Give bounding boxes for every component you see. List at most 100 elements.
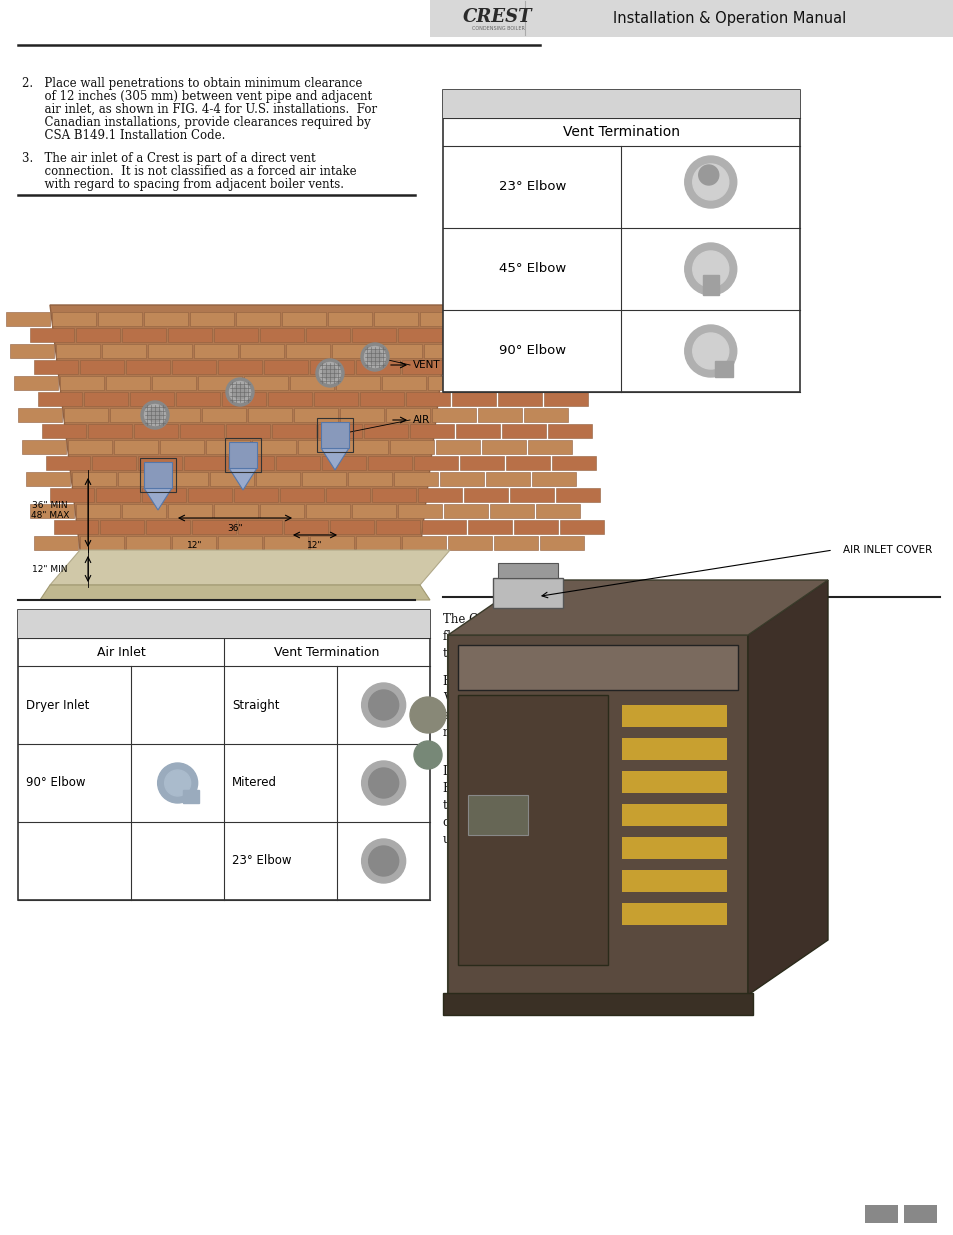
Bar	[621, 869, 726, 892]
Bar	[126, 536, 170, 550]
Bar	[56, 345, 100, 358]
Bar	[218, 536, 262, 550]
Bar	[621, 903, 726, 925]
Bar	[401, 536, 446, 550]
Bar	[494, 359, 537, 374]
Text: Vent Termination: Vent Termination	[562, 125, 679, 140]
Bar	[306, 329, 350, 342]
Bar	[621, 804, 726, 826]
Bar	[390, 440, 434, 454]
Bar	[22, 440, 66, 454]
Bar	[468, 795, 527, 835]
Bar	[556, 488, 599, 501]
Bar	[18, 408, 62, 422]
Bar	[235, 312, 280, 326]
Circle shape	[692, 333, 728, 369]
Bar	[152, 375, 195, 390]
Text: Dryer Inlet: Dryer Inlet	[26, 699, 90, 711]
Bar	[98, 312, 142, 326]
Bar	[91, 456, 136, 471]
Bar	[272, 424, 315, 438]
Bar	[457, 695, 607, 965]
Bar	[230, 456, 274, 471]
Bar	[286, 345, 330, 358]
Text: air inlet, as shown in FIG. 4-4 for U.S. installations.  For: air inlet, as shown in FIG. 4-4 for U.S.…	[22, 103, 376, 116]
Bar	[80, 359, 124, 374]
Bar	[352, 329, 395, 342]
Text: of 12 inches (305 mm) between vent pipe and adjacent: of 12 inches (305 mm) between vent pipe …	[22, 90, 372, 103]
Polygon shape	[50, 550, 450, 585]
Bar	[198, 375, 242, 390]
Bar	[702, 275, 718, 295]
Bar	[172, 359, 215, 374]
Bar	[30, 504, 74, 517]
Bar	[182, 790, 198, 803]
Polygon shape	[229, 468, 256, 490]
Bar	[160, 440, 204, 454]
Bar	[714, 361, 732, 377]
Bar	[225, 438, 261, 472]
Text: AIR: AIR	[413, 415, 430, 425]
Circle shape	[698, 165, 718, 185]
Bar	[355, 536, 399, 550]
Text: with regard to spacing from adjacent boiler vents.: with regard to spacing from adjacent boi…	[22, 178, 344, 191]
Bar	[260, 329, 304, 342]
Circle shape	[692, 164, 728, 200]
Bar	[436, 440, 479, 454]
Bar	[18, 610, 430, 638]
Circle shape	[684, 156, 736, 207]
Bar	[401, 359, 446, 374]
Bar	[268, 391, 312, 406]
Bar	[302, 472, 346, 487]
Bar	[423, 345, 468, 358]
Bar	[448, 359, 492, 374]
Bar	[547, 424, 592, 438]
Bar	[442, 90, 800, 119]
Bar	[297, 440, 341, 454]
Bar	[512, 312, 556, 326]
Circle shape	[368, 768, 398, 798]
Bar	[536, 504, 579, 517]
Bar	[432, 408, 476, 422]
Bar	[168, 504, 212, 517]
Bar	[497, 562, 558, 578]
Bar	[80, 536, 124, 550]
Bar	[490, 504, 534, 517]
Text: 45° Elbow: 45° Elbow	[498, 263, 565, 275]
Bar	[10, 345, 54, 358]
Bar	[621, 771, 726, 793]
Bar	[332, 345, 375, 358]
Bar	[188, 488, 232, 501]
Bar	[280, 488, 324, 501]
Bar	[192, 520, 235, 534]
Bar	[142, 488, 186, 501]
Bar	[903, 1205, 936, 1223]
Bar	[282, 312, 326, 326]
Bar	[206, 440, 250, 454]
Bar	[68, 440, 112, 454]
Bar	[306, 504, 350, 517]
Text: 90° Elbow: 90° Elbow	[26, 777, 86, 789]
Circle shape	[144, 405, 165, 426]
Bar	[14, 375, 58, 390]
Bar	[314, 391, 357, 406]
Bar	[168, 329, 212, 342]
Bar	[218, 359, 262, 374]
Bar	[428, 375, 472, 390]
Bar	[452, 391, 496, 406]
Bar	[164, 472, 208, 487]
Bar	[106, 375, 150, 390]
Bar	[497, 391, 541, 406]
Bar	[442, 993, 752, 1015]
Bar	[328, 312, 372, 326]
Bar	[275, 456, 319, 471]
Bar	[410, 424, 454, 438]
Bar	[397, 504, 441, 517]
Bar	[260, 504, 304, 517]
Bar	[30, 329, 74, 342]
Bar	[355, 359, 399, 374]
Text: 12" MIN: 12" MIN	[32, 564, 68, 573]
Bar	[539, 536, 583, 550]
Bar	[448, 536, 492, 550]
Bar	[54, 520, 98, 534]
